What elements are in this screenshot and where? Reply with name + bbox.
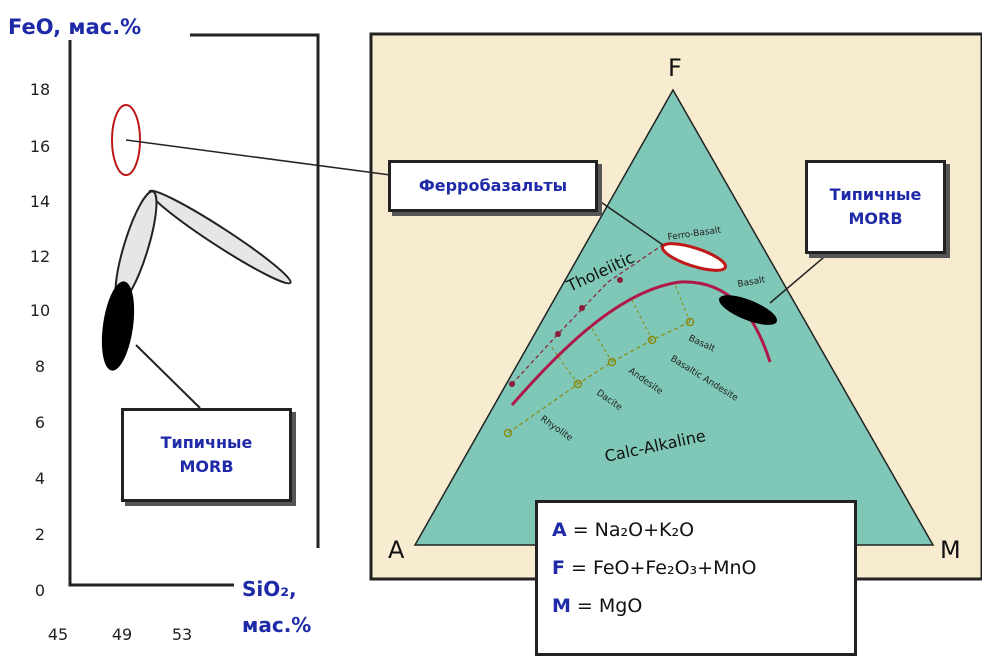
y-tick-label: 8 [35,357,45,376]
legend-value-m: = MgO [576,595,643,617]
typical-morb-left-line2: MORB [179,457,234,476]
calc-alkaline-point [647,335,657,345]
vertex-a-label: A [388,536,405,564]
y-tick-label: 4 [35,469,45,488]
ferrobasalt-leader-to-ternary [594,197,664,246]
x-axis-title-line1: SiO₂, [242,577,297,601]
left-chart-axes [68,40,234,587]
tholeiitic-point [509,381,515,387]
legend-key-a: A [552,519,567,541]
ferrobasalt-box: Ферробазальты [388,160,598,212]
y-tick-labels: 18 16 14 12 10 8 6 4 2 0 [30,80,50,600]
ferrobasalt-box-label: Ферробазальты [418,176,568,195]
tholeiitic-trend-points [509,277,623,387]
morb-field-ternary [719,295,777,325]
calc-alkaline-point [503,428,513,438]
calc-alkaline-point [607,357,617,367]
tholeiitic-point [555,331,561,337]
tie-line [589,324,613,363]
legend-row-f: F = FeO+Fe₂O₃+MnO [552,549,840,587]
y-tick-label: 18 [30,80,50,99]
legend-row-a: A = Na₂O+K₂O [552,511,840,549]
x-axis-title-line2: мас.% [242,613,311,637]
calc-alkaline-point [685,317,695,327]
tholeiitic-point [579,305,585,311]
trend-field-grey-right [148,189,292,285]
y-tick-label: 0 [35,581,45,600]
vertex-f-label: F [668,54,682,82]
y-axis-title: FeO, мас.% [8,15,141,39]
tie-line [549,344,579,385]
calc-alkaline-trend-line [507,321,691,434]
left-chart-frame [190,33,320,548]
legend-value-a: = Na₂O+K₂O [572,519,695,541]
calc-alkaline-trend-points [503,317,695,438]
typical-morb-box-right: Типичные MORB [805,160,946,254]
y-tick-label: 14 [30,192,50,211]
afm-legend-box: A = Na₂O+K₂O F = FeO+Fe₂O₃+MnO M = MgO [535,500,857,656]
y-tick-label: 6 [35,413,45,432]
legend-key-f: F [552,557,565,579]
y-tick-label: 2 [35,525,45,544]
tie-line [631,299,653,341]
calc-alkaline-tie-lines [549,284,691,385]
basalt-label-tholeiitic: Basalt [737,275,767,290]
typical-morb-left-line1: Типичные [160,433,253,452]
ferrobasalt-field-left [111,104,141,176]
morb-field-left [101,281,135,371]
morb-leader-right [769,251,831,304]
y-tick-label: 10 [30,301,50,320]
y-tick-label: 16 [30,137,50,156]
vertex-m-label: M [940,536,961,564]
x-tick-labels: 45 49 53 [48,625,192,644]
ternary-afm-diagram: F A M [125,32,982,581]
tie-line [674,284,691,323]
typical-morb-box-left: Типичные MORB [121,408,292,502]
legend-row-m: M = MgO [552,587,840,625]
y-tick-label: 12 [30,247,50,266]
tholeiitic-point [617,277,623,283]
legend-value-f: = FeO+Fe₂O₃+MnO [570,557,757,579]
ferrobasalt-leader-from-left [125,139,399,177]
calc-alkaline-point [573,379,583,389]
x-tick-label: 53 [172,625,192,644]
legend-key-m: M [552,595,571,617]
x-tick-label: 45 [48,625,68,644]
morb-leader-left [135,344,201,409]
left-feo-sio2-chart: FeO, мас.% 18 16 14 12 10 8 6 4 2 0 45 4… [8,15,320,644]
x-tick-label: 49 [112,625,132,644]
ferrobasalt-field-ternary [660,242,728,272]
typical-morb-right-line2: MORB [848,209,903,228]
typical-morb-right-line1: Типичные [829,185,922,204]
